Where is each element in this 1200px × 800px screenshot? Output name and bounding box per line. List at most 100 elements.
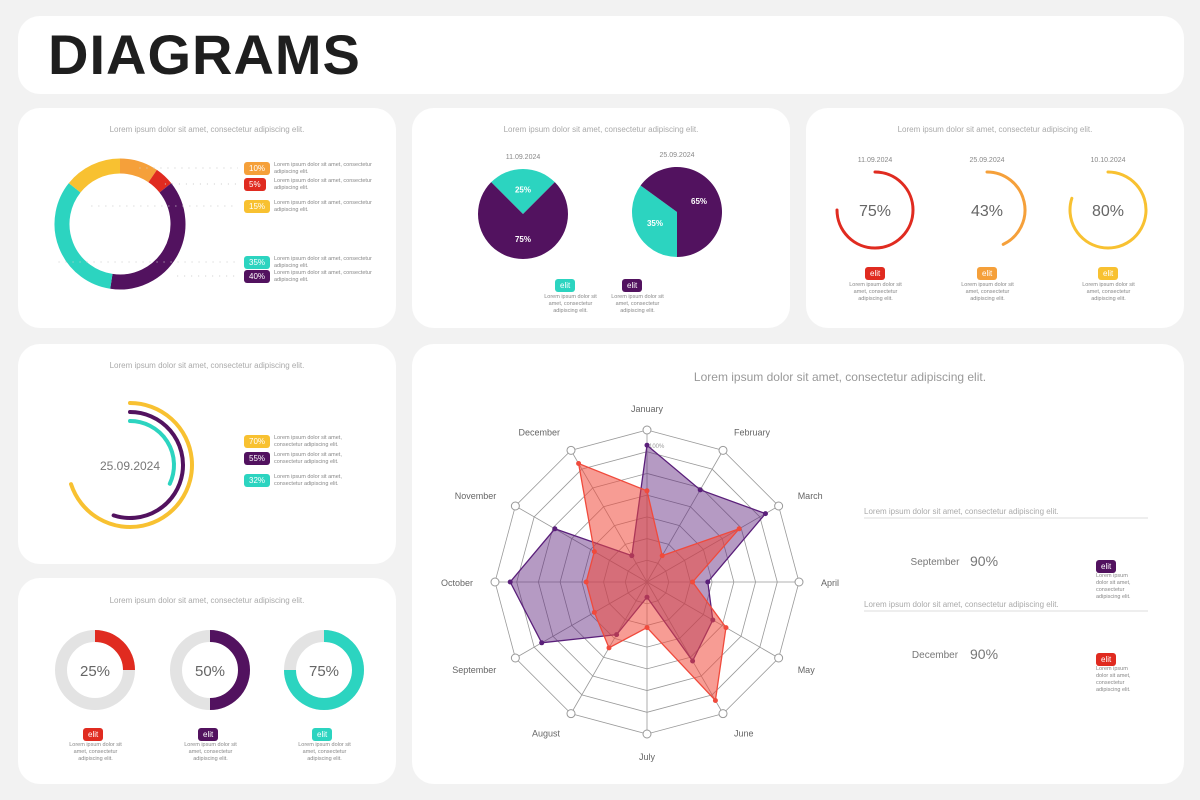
radial-text: Lorem ipsum dolor sit amet, consectetur …	[274, 435, 342, 448]
side-month: September	[910, 557, 960, 568]
slice-badge: 40%	[244, 270, 271, 283]
legend-text: Lorem ipsum dolor sit amet, consectetur …	[544, 294, 597, 314]
radar-point	[591, 549, 597, 555]
radial-text: Lorem ipsum dolor sit amet, consectetur …	[274, 474, 342, 487]
radar-point	[591, 609, 597, 615]
gauge-text: Lorem ipsum dolor sit amet, consectetur …	[1082, 282, 1135, 302]
radar-point	[762, 511, 768, 517]
page-title: DIAGRAMS	[48, 23, 361, 86]
radar-vertex	[794, 577, 804, 587]
ring-value: 25%	[80, 663, 110, 680]
radar-vertex	[642, 729, 652, 739]
gauges-caption: Lorem ipsum dolor sit amet, consectetur …	[897, 125, 1093, 134]
side-badge: elit	[1096, 560, 1117, 573]
side-caption: Lorem ipsum dolor sit amet, consectetur …	[864, 600, 1059, 609]
radar-vertex	[510, 653, 520, 663]
radar-point	[539, 640, 545, 646]
header-panel	[18, 16, 1184, 94]
ring-fill	[209, 630, 250, 710]
pie-slice	[640, 166, 723, 257]
radar-point	[644, 488, 650, 494]
side-badge: elit	[1096, 653, 1117, 666]
ring-badge: elit	[83, 728, 104, 741]
donut-slice	[54, 183, 113, 289]
gauge-badge: elit	[977, 267, 998, 280]
gauge-date: 25.09.2024	[969, 157, 1004, 164]
gauge-date: 10.10.2024	[1090, 157, 1125, 164]
legend-badge: elit	[622, 279, 643, 292]
donut-card	[18, 108, 396, 328]
radar-category: January	[631, 404, 664, 414]
gauge-arc	[1068, 170, 1148, 250]
slice-text: Lorem ipsum dolor sit amet, consectetur …	[274, 270, 372, 283]
legend-text: Lorem ipsum dolor sit amet, consectetur …	[611, 294, 664, 314]
donut-caption: Lorem ipsum dolor sit amet, consectetur …	[109, 125, 305, 134]
slice-text: Lorem ipsum dolor sit amet, consectetur …	[274, 178, 372, 191]
pie-date: 11.09.2024	[506, 154, 541, 161]
radar-category: December	[518, 427, 560, 437]
radar-category: April	[821, 578, 839, 588]
radar-point	[659, 553, 665, 559]
radial-bar	[128, 419, 176, 486]
slice-text: Lorem ipsum dolor sit amet, consectetur …	[274, 162, 372, 175]
radar-point	[697, 487, 703, 493]
radar-category: July	[639, 752, 656, 762]
radar-vertex	[566, 709, 576, 719]
slice-text: Lorem ipsum dolor sit amet, consectetur …	[274, 256, 372, 269]
radar-category: November	[455, 491, 497, 501]
pie-slice-label: 65%	[691, 197, 707, 206]
side-value: 90%	[970, 553, 999, 569]
radar-category: August	[532, 729, 561, 739]
radar-point	[552, 526, 558, 532]
gauge-text: Lorem ipsum dolor sit amet, consectetur …	[961, 282, 1014, 302]
slice-badge: 5%	[244, 178, 266, 191]
pie-slice	[478, 182, 569, 259]
radar-point	[507, 579, 513, 585]
donut-slice	[68, 158, 121, 193]
gauge-value: 43%	[971, 203, 1003, 220]
ring-card	[18, 578, 396, 784]
ring-caption: Lorem ipsum dolor sit amet, consectetur …	[109, 596, 305, 605]
radar-point	[705, 579, 711, 585]
side-month: December	[911, 650, 959, 661]
legend-badge: elit	[555, 279, 576, 292]
gauge-text: Lorem ipsum dolor sit amet, consectetur …	[849, 282, 902, 302]
pie-slice	[491, 169, 555, 214]
radar-point	[712, 697, 718, 703]
radar-point	[606, 645, 612, 651]
gauges-card	[806, 108, 1184, 328]
side-value: 90%	[970, 646, 999, 662]
ring-text: Lorem ipsum dolor sit amet, consectetur …	[69, 742, 122, 762]
side-caption: Lorem ipsum dolor sit amet, consectetur …	[864, 507, 1059, 516]
radar-category: September	[452, 665, 496, 675]
pie-date: 25.09.2024	[659, 152, 694, 159]
pie-slice-label: 75%	[515, 235, 531, 244]
side-text: Lorem ipsum dolor sit amet, consectetur …	[1096, 573, 1131, 600]
donut-slice	[110, 183, 186, 290]
radar-vertex	[642, 425, 652, 435]
ring-value: 50%	[195, 663, 225, 680]
radar-category: June	[734, 729, 754, 739]
gauge-arc	[985, 170, 1027, 246]
radial-bar	[111, 410, 185, 520]
radar-point	[723, 625, 729, 631]
pie-slice	[632, 185, 677, 257]
radial-card	[18, 344, 396, 564]
slice-badge: 15%	[244, 200, 271, 213]
radar-title: Lorem ipsum dolor sit amet, consectetur …	[693, 370, 987, 384]
pie-slice-label: 35%	[647, 219, 663, 228]
donut-slice	[119, 158, 157, 183]
radial-caption: Lorem ipsum dolor sit amet, consectetur …	[109, 361, 305, 370]
pies-card	[412, 108, 790, 328]
donut-slice	[148, 169, 172, 193]
ring-value: 75%	[309, 663, 339, 680]
radar-vertex	[510, 501, 520, 511]
radar-vertex	[490, 577, 500, 587]
radar-vertex	[566, 445, 576, 455]
gauge-value: 75%	[859, 203, 891, 220]
gauge-badge: elit	[1098, 267, 1119, 280]
ring-badge: elit	[312, 728, 333, 741]
radar-category: March	[798, 491, 823, 501]
ring-fill	[284, 630, 364, 710]
